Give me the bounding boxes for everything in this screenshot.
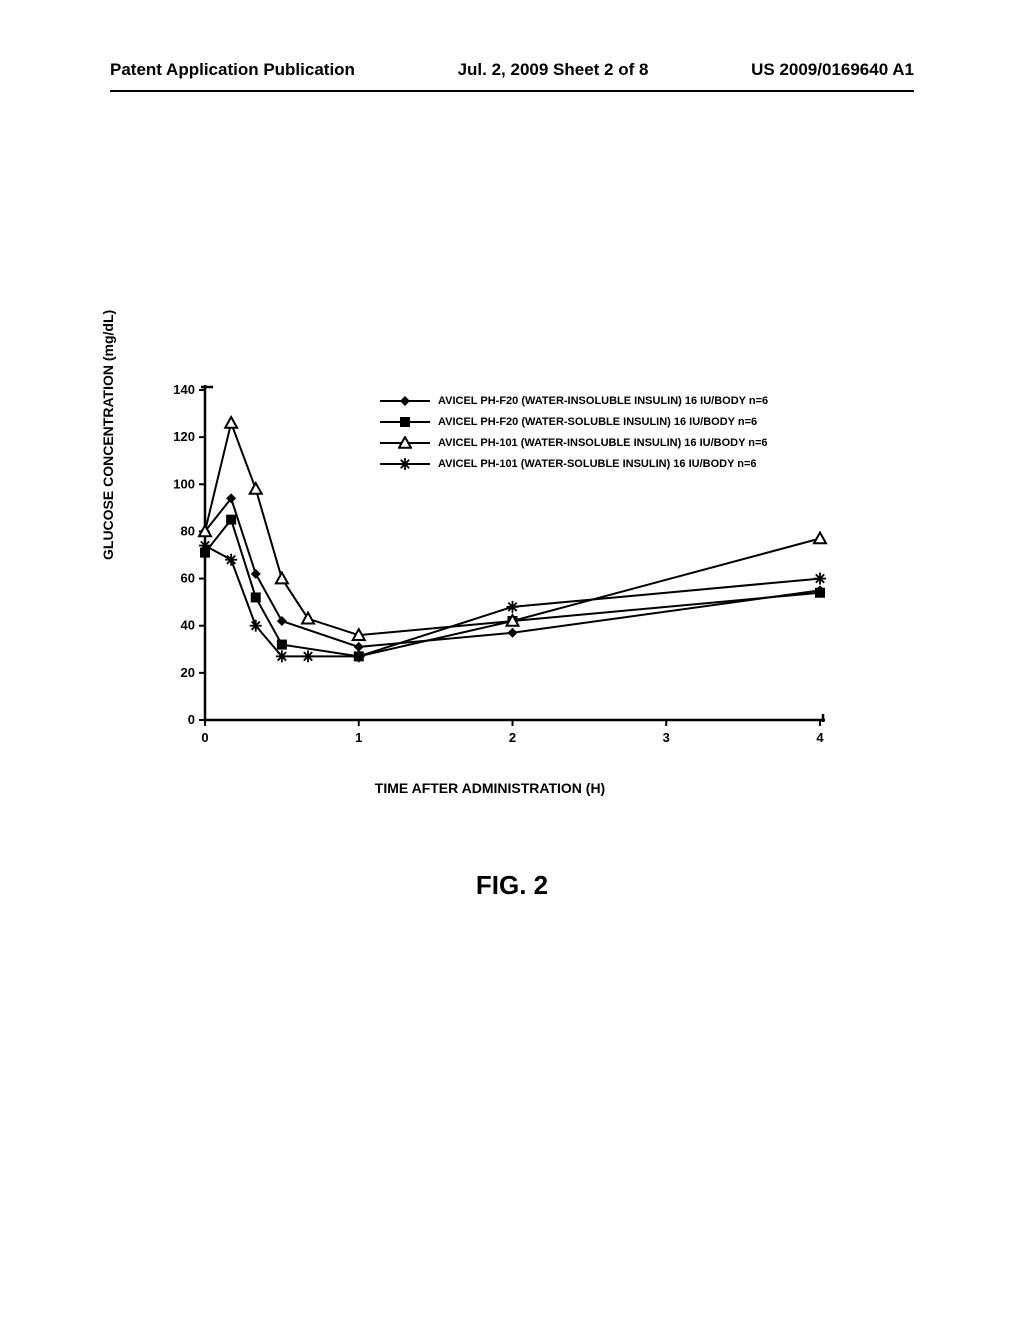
- svg-text:0: 0: [201, 730, 208, 745]
- svg-text:60: 60: [181, 571, 195, 586]
- legend-marker-icon: [380, 395, 430, 407]
- legend-item: AVICEL PH-F20 (WATER-SOLUBLE INSULIN) 16…: [380, 416, 768, 428]
- y-axis-title: GLUCOSE CONCENTRATION (mg/dL): [100, 310, 116, 560]
- svg-text:0: 0: [188, 712, 195, 727]
- svg-text:140: 140: [173, 382, 195, 397]
- x-axis-title: TIME AFTER ADMINISTRATION (H): [150, 780, 830, 796]
- svg-text:100: 100: [173, 476, 195, 491]
- page-header: Patent Application Publication Jul. 2, 2…: [0, 60, 1024, 80]
- chart-legend: AVICEL PH-F20 (WATER-INSOLUBLE INSULIN) …: [380, 395, 768, 479]
- legend-item: AVICEL PH-101 (WATER-SOLUBLE INSULIN) 16…: [380, 458, 768, 470]
- svg-text:1: 1: [355, 730, 362, 745]
- svg-text:4: 4: [816, 730, 824, 745]
- legend-item: AVICEL PH-F20 (WATER-INSOLUBLE INSULIN) …: [380, 395, 768, 407]
- header-center: Jul. 2, 2009 Sheet 2 of 8: [458, 60, 649, 80]
- svg-text:40: 40: [181, 618, 195, 633]
- header-divider: [110, 90, 914, 92]
- legend-label: AVICEL PH-101 (WATER-INSOLUBLE INSULIN) …: [438, 437, 768, 449]
- figure-caption: FIG. 2: [0, 870, 1024, 901]
- svg-text:2: 2: [509, 730, 516, 745]
- svg-text:80: 80: [181, 523, 195, 538]
- legend-label: AVICEL PH-F20 (WATER-INSOLUBLE INSULIN) …: [438, 395, 768, 407]
- legend-item: AVICEL PH-101 (WATER-INSOLUBLE INSULIN) …: [380, 437, 768, 449]
- legend-label: AVICEL PH-101 (WATER-SOLUBLE INSULIN) 16…: [438, 458, 757, 470]
- header-left: Patent Application Publication: [110, 60, 355, 80]
- legend-marker-icon: [380, 458, 430, 470]
- svg-text:120: 120: [173, 429, 195, 444]
- header-right: US 2009/0169640 A1: [751, 60, 914, 80]
- legend-marker-icon: [380, 437, 430, 449]
- svg-text:20: 20: [181, 665, 195, 680]
- svg-text:3: 3: [663, 730, 670, 745]
- legend-marker-icon: [380, 416, 430, 428]
- legend-label: AVICEL PH-F20 (WATER-SOLUBLE INSULIN) 16…: [438, 416, 757, 428]
